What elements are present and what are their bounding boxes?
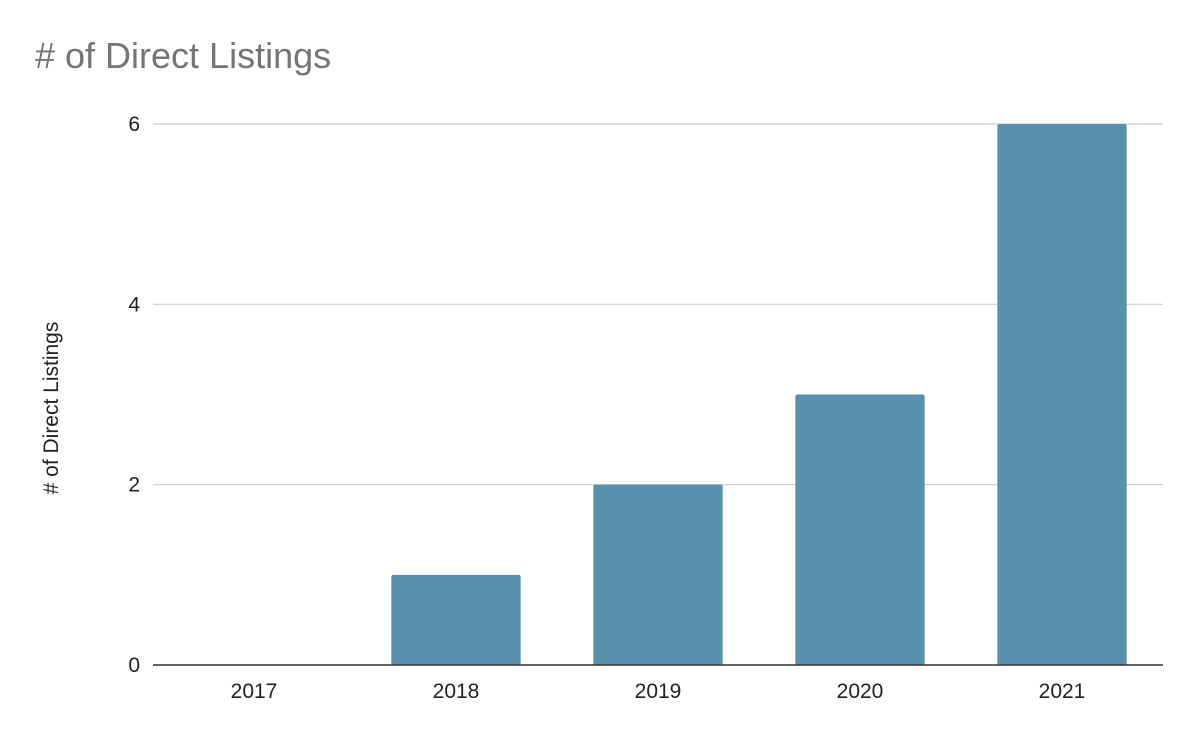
x-tick-label: 2018 [433,680,480,703]
x-tick-label: 2020 [837,680,884,703]
x-tick-label: 2019 [635,680,682,703]
y-axis-title: # of Direct Listings [40,322,63,495]
bar-2018 [391,574,521,665]
y-tick-label: 2 [128,474,140,497]
y-tick-label: 0 [128,654,140,677]
bars [391,124,1127,665]
bar-2020 [795,394,925,665]
bar-2021 [997,124,1127,665]
chart-title: # of Direct Listings [35,35,332,76]
tick-labels: 0 2 4 6 2017 2018 2019 2020 2021 [128,113,1085,703]
bar-2019 [593,484,723,665]
x-tick-label: 2021 [1039,680,1086,703]
y-tick-label: 6 [128,113,140,136]
y-tick-label: 4 [128,293,140,316]
x-tick-label: 2017 [231,680,278,703]
